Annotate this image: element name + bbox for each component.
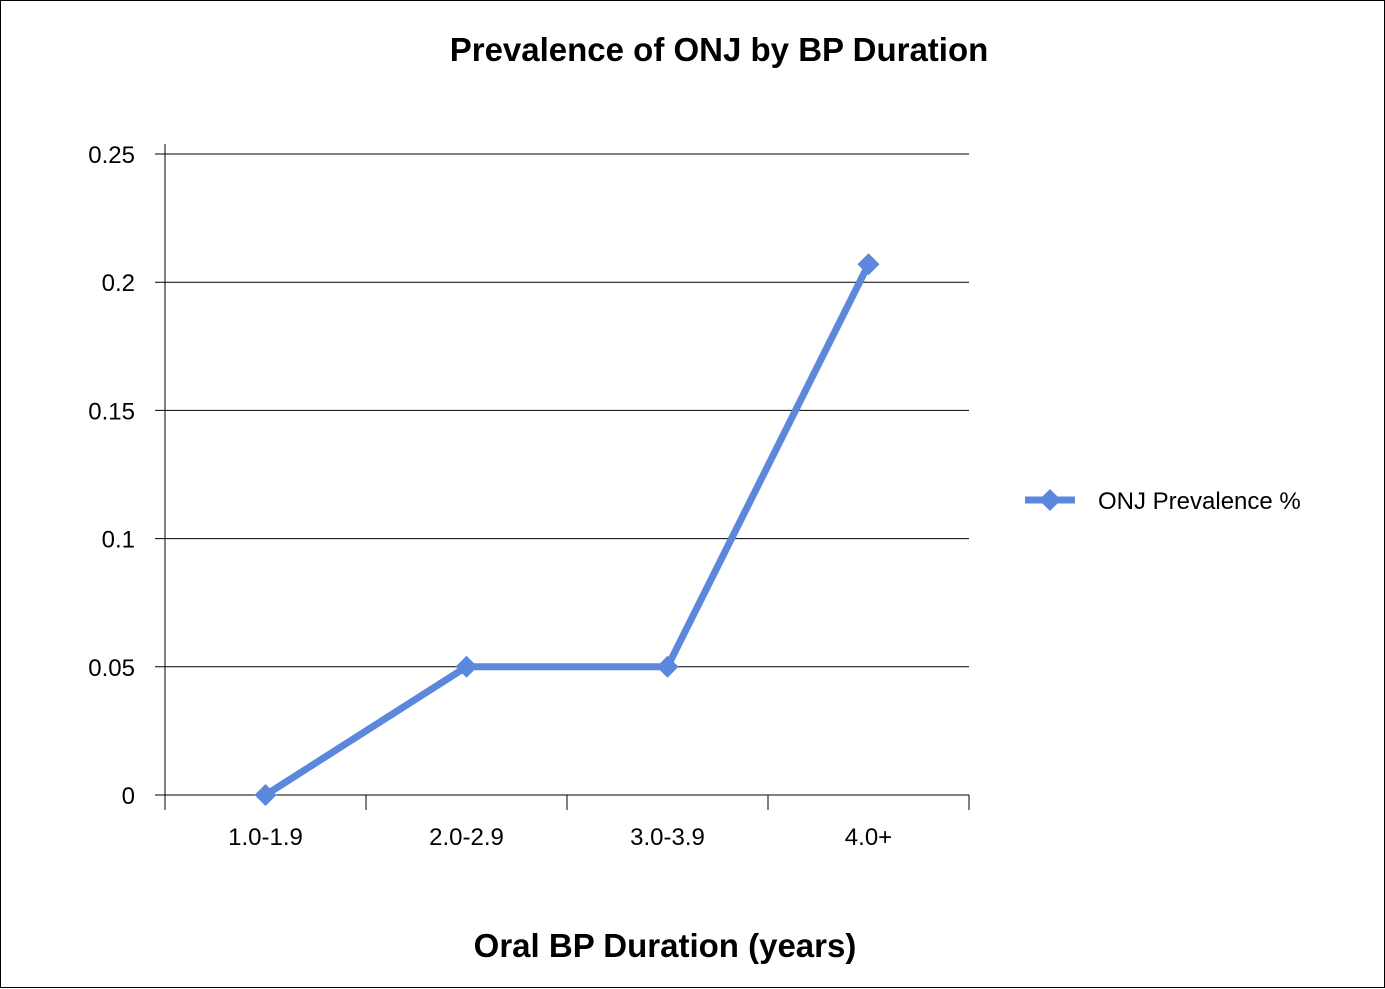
x-tick-labels: 1.0-1.9 2.0-2.9 3.0-3.9 4.0+ xyxy=(228,824,892,851)
x-tick-label: 1.0-1.9 xyxy=(228,824,303,851)
series-line xyxy=(263,262,872,798)
data-point-marker xyxy=(656,655,679,678)
data-point-marker xyxy=(254,784,277,806)
axes xyxy=(155,144,970,810)
gridlines xyxy=(155,153,969,668)
data-point-marker xyxy=(455,655,478,678)
legend: ONJ Prevalence % xyxy=(1025,488,1301,515)
y-tick-label: 0.15 xyxy=(88,398,135,425)
y-tick-label: 0 xyxy=(122,783,135,810)
y-tick-label: 0.05 xyxy=(88,655,135,682)
data-point-marker xyxy=(857,253,880,276)
legend-label: ONJ Prevalence % xyxy=(1098,488,1301,515)
x-axis-title: Oral BP Duration (years) xyxy=(474,927,857,964)
data-markers xyxy=(254,253,880,806)
y-tick-label: 0.2 xyxy=(102,270,135,297)
legend-diamond-marker xyxy=(1039,489,1061,511)
chart-title: Prevalence of ONJ by BP Duration xyxy=(450,31,989,68)
x-tick-label: 3.0-3.9 xyxy=(630,824,705,851)
series-lines xyxy=(263,262,872,798)
y-tick-label: 0.25 xyxy=(88,142,135,169)
y-tick-label: 0.1 xyxy=(102,527,135,554)
x-tick-label: 4.0+ xyxy=(845,824,892,851)
x-tick-label: 2.0-2.9 xyxy=(429,824,504,851)
y-tick-labels: 0 0.05 0.1 0.15 0.2 0.25 xyxy=(88,142,135,810)
